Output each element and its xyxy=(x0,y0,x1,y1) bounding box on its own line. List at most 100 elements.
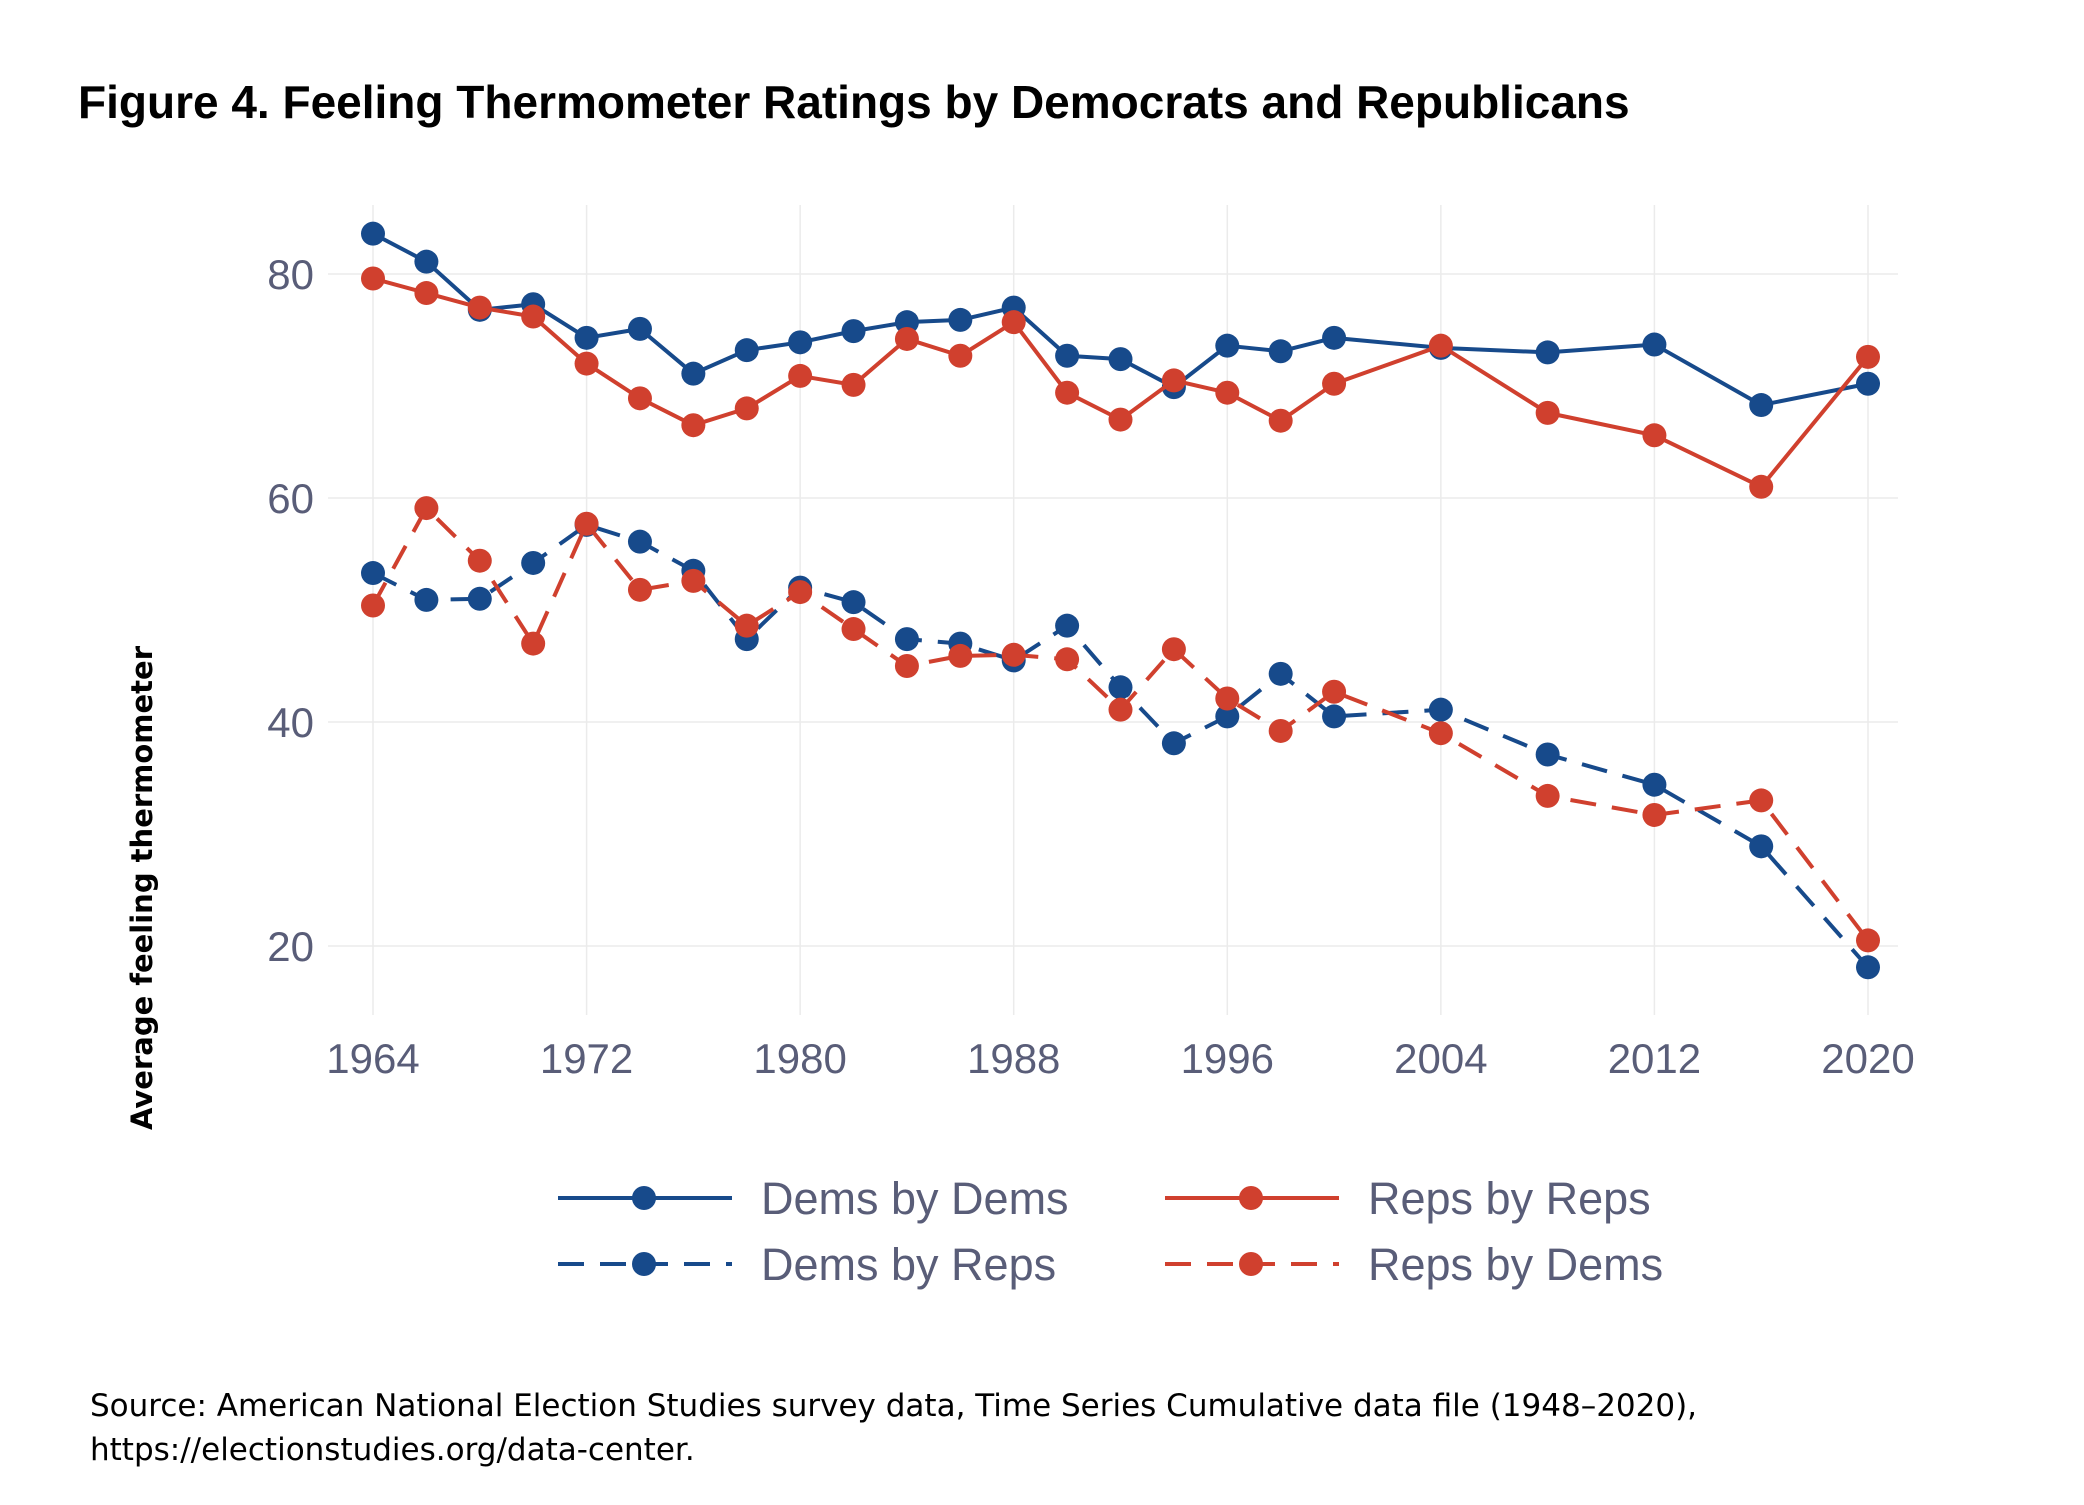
data-point xyxy=(1215,686,1240,711)
legend-label: Dems by Dems xyxy=(761,1173,1069,1224)
series-dems-by-dems xyxy=(361,221,1880,418)
legend-label: Reps by Dems xyxy=(1368,1239,1663,1290)
x-tick-label: 1996 xyxy=(1181,1035,1274,1082)
y-tick-label: 40 xyxy=(267,699,314,746)
data-point xyxy=(1642,423,1667,448)
data-point xyxy=(521,631,546,656)
data-point xyxy=(894,310,919,335)
data-point xyxy=(1535,742,1560,767)
data-point xyxy=(1268,339,1293,364)
data-point xyxy=(627,316,652,341)
data-point xyxy=(414,587,439,612)
data-point xyxy=(894,654,919,678)
data-point xyxy=(574,351,599,376)
legend-label: Dems by Reps xyxy=(761,1239,1056,1290)
x-tick-label: 1988 xyxy=(967,1035,1060,1082)
data-point xyxy=(1856,955,1880,980)
data-point xyxy=(1055,380,1080,405)
data-point xyxy=(1322,371,1347,396)
data-point xyxy=(1749,474,1774,499)
data-point xyxy=(1215,704,1240,729)
y-tick-label: 80 xyxy=(267,251,314,298)
legend-item: Dems by Reps xyxy=(558,1239,1056,1290)
x-tick-label: 2012 xyxy=(1608,1035,1701,1082)
data-point xyxy=(1161,637,1186,662)
data-point xyxy=(1108,407,1133,432)
data-point xyxy=(1749,393,1774,418)
legend-marker xyxy=(632,1252,656,1276)
data-point xyxy=(681,568,706,593)
data-point xyxy=(788,363,813,388)
data-point xyxy=(361,221,385,246)
data-point xyxy=(1108,697,1133,722)
data-point xyxy=(681,413,706,438)
series-reps-by-reps xyxy=(361,266,1880,499)
data-point xyxy=(1161,731,1186,756)
data-point xyxy=(467,586,492,611)
data-point xyxy=(681,361,706,386)
data-point xyxy=(1268,661,1293,686)
data-point xyxy=(1856,344,1880,369)
data-point xyxy=(1055,613,1080,638)
data-point xyxy=(948,307,973,332)
data-point xyxy=(1535,400,1560,425)
data-point xyxy=(521,550,546,575)
data-point xyxy=(1749,834,1774,859)
data-point xyxy=(627,386,652,411)
data-point xyxy=(574,325,599,350)
data-point xyxy=(841,319,866,344)
data-point xyxy=(361,266,385,291)
x-tick-label: 2020 xyxy=(1821,1035,1914,1082)
series-line xyxy=(372,522,1870,969)
data-point xyxy=(1535,340,1560,365)
data-point xyxy=(1055,647,1080,672)
x-tick-label: 2004 xyxy=(1394,1035,1487,1082)
data-point xyxy=(1856,371,1880,396)
data-point xyxy=(788,580,813,605)
x-tick-label: 1964 xyxy=(326,1035,419,1082)
data-point xyxy=(414,281,439,306)
data-point xyxy=(1535,783,1560,808)
data-point xyxy=(1642,772,1667,797)
data-point xyxy=(734,613,759,638)
data-point xyxy=(1428,721,1453,746)
legend-marker xyxy=(632,1186,656,1210)
data-point xyxy=(1322,679,1347,704)
x-tick-label: 1972 xyxy=(540,1035,633,1082)
data-point xyxy=(948,643,973,668)
source-line-1: Source: American National Election Studi… xyxy=(90,1388,1697,1424)
y-tick-label: 60 xyxy=(267,475,314,522)
data-point xyxy=(414,249,439,274)
data-point xyxy=(1001,642,1026,667)
data-point xyxy=(1001,310,1026,335)
x-tick-label: 1980 xyxy=(753,1035,846,1082)
series-line xyxy=(372,231,1869,408)
series-line xyxy=(372,276,1870,489)
data-point xyxy=(1642,802,1667,827)
data-point xyxy=(841,590,866,615)
legend-item: Reps by Dems xyxy=(1165,1239,1663,1290)
series-reps-by-dems xyxy=(361,496,1880,953)
data-point xyxy=(414,496,439,521)
data-point xyxy=(1161,368,1186,393)
legend-marker xyxy=(1239,1186,1263,1210)
legend-item: Dems by Dems xyxy=(558,1173,1069,1224)
y-tick-label: 20 xyxy=(267,923,314,970)
data-point xyxy=(1322,704,1347,729)
data-point xyxy=(841,372,866,397)
data-point xyxy=(1268,718,1293,743)
data-point xyxy=(1108,347,1133,372)
data-point xyxy=(1749,788,1774,813)
data-point xyxy=(627,577,652,602)
data-point xyxy=(1215,333,1240,358)
data-point xyxy=(948,343,973,368)
data-point xyxy=(734,396,759,421)
legend-label: Reps by Reps xyxy=(1368,1173,1651,1224)
source-line-2: https://electionstudies.org/data-center. xyxy=(90,1432,695,1468)
data-point xyxy=(1856,928,1880,953)
chart-title: Figure 4. Feeling Thermometer Ratings by… xyxy=(78,76,1630,128)
data-point xyxy=(1055,343,1080,368)
data-point xyxy=(841,617,866,642)
